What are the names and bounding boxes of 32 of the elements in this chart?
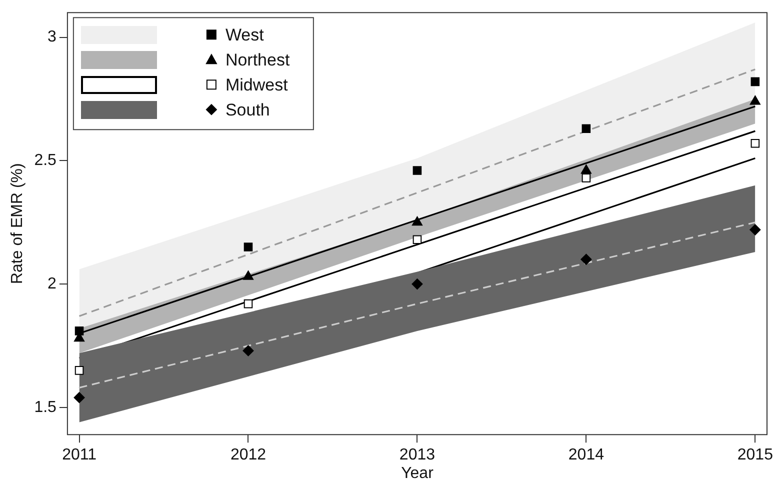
- x-tick-label: 2014: [568, 446, 604, 464]
- point: [582, 174, 591, 182]
- point: [244, 242, 253, 252]
- y-tick-label: 2.5: [34, 152, 57, 170]
- point: [412, 216, 422, 226]
- point: [412, 278, 423, 290]
- point: [242, 345, 254, 356]
- point: [244, 299, 253, 308]
- point: [74, 366, 84, 375]
- x-tick-label: 2015: [737, 446, 774, 464]
- point: [750, 95, 760, 105]
- point: [242, 270, 254, 280]
- legend-label: South: [225, 100, 270, 120]
- y-tick-label: 2: [48, 275, 57, 292]
- point: [750, 224, 761, 236]
- x-tick-label: 2011: [62, 446, 97, 464]
- point: [750, 77, 760, 86]
- y-tick-label: 1.5: [34, 398, 57, 416]
- legend-label: West: [225, 25, 264, 44]
- legend-label: Midwest: [225, 75, 288, 94]
- x-axis-title: Year: [401, 464, 434, 482]
- point: [412, 235, 422, 244]
- legend-label: Northest: [225, 50, 290, 70]
- point: [412, 166, 422, 175]
- y-tick-label: 3: [48, 28, 57, 46]
- y-axis-title: Rate of EMR (%): [9, 163, 26, 284]
- point: [582, 124, 591, 133]
- x-tick-label: 2012: [230, 446, 266, 464]
- point: [74, 392, 85, 404]
- point: [580, 164, 592, 174]
- x-tick-label: 2013: [399, 446, 436, 464]
- point: [580, 254, 592, 265]
